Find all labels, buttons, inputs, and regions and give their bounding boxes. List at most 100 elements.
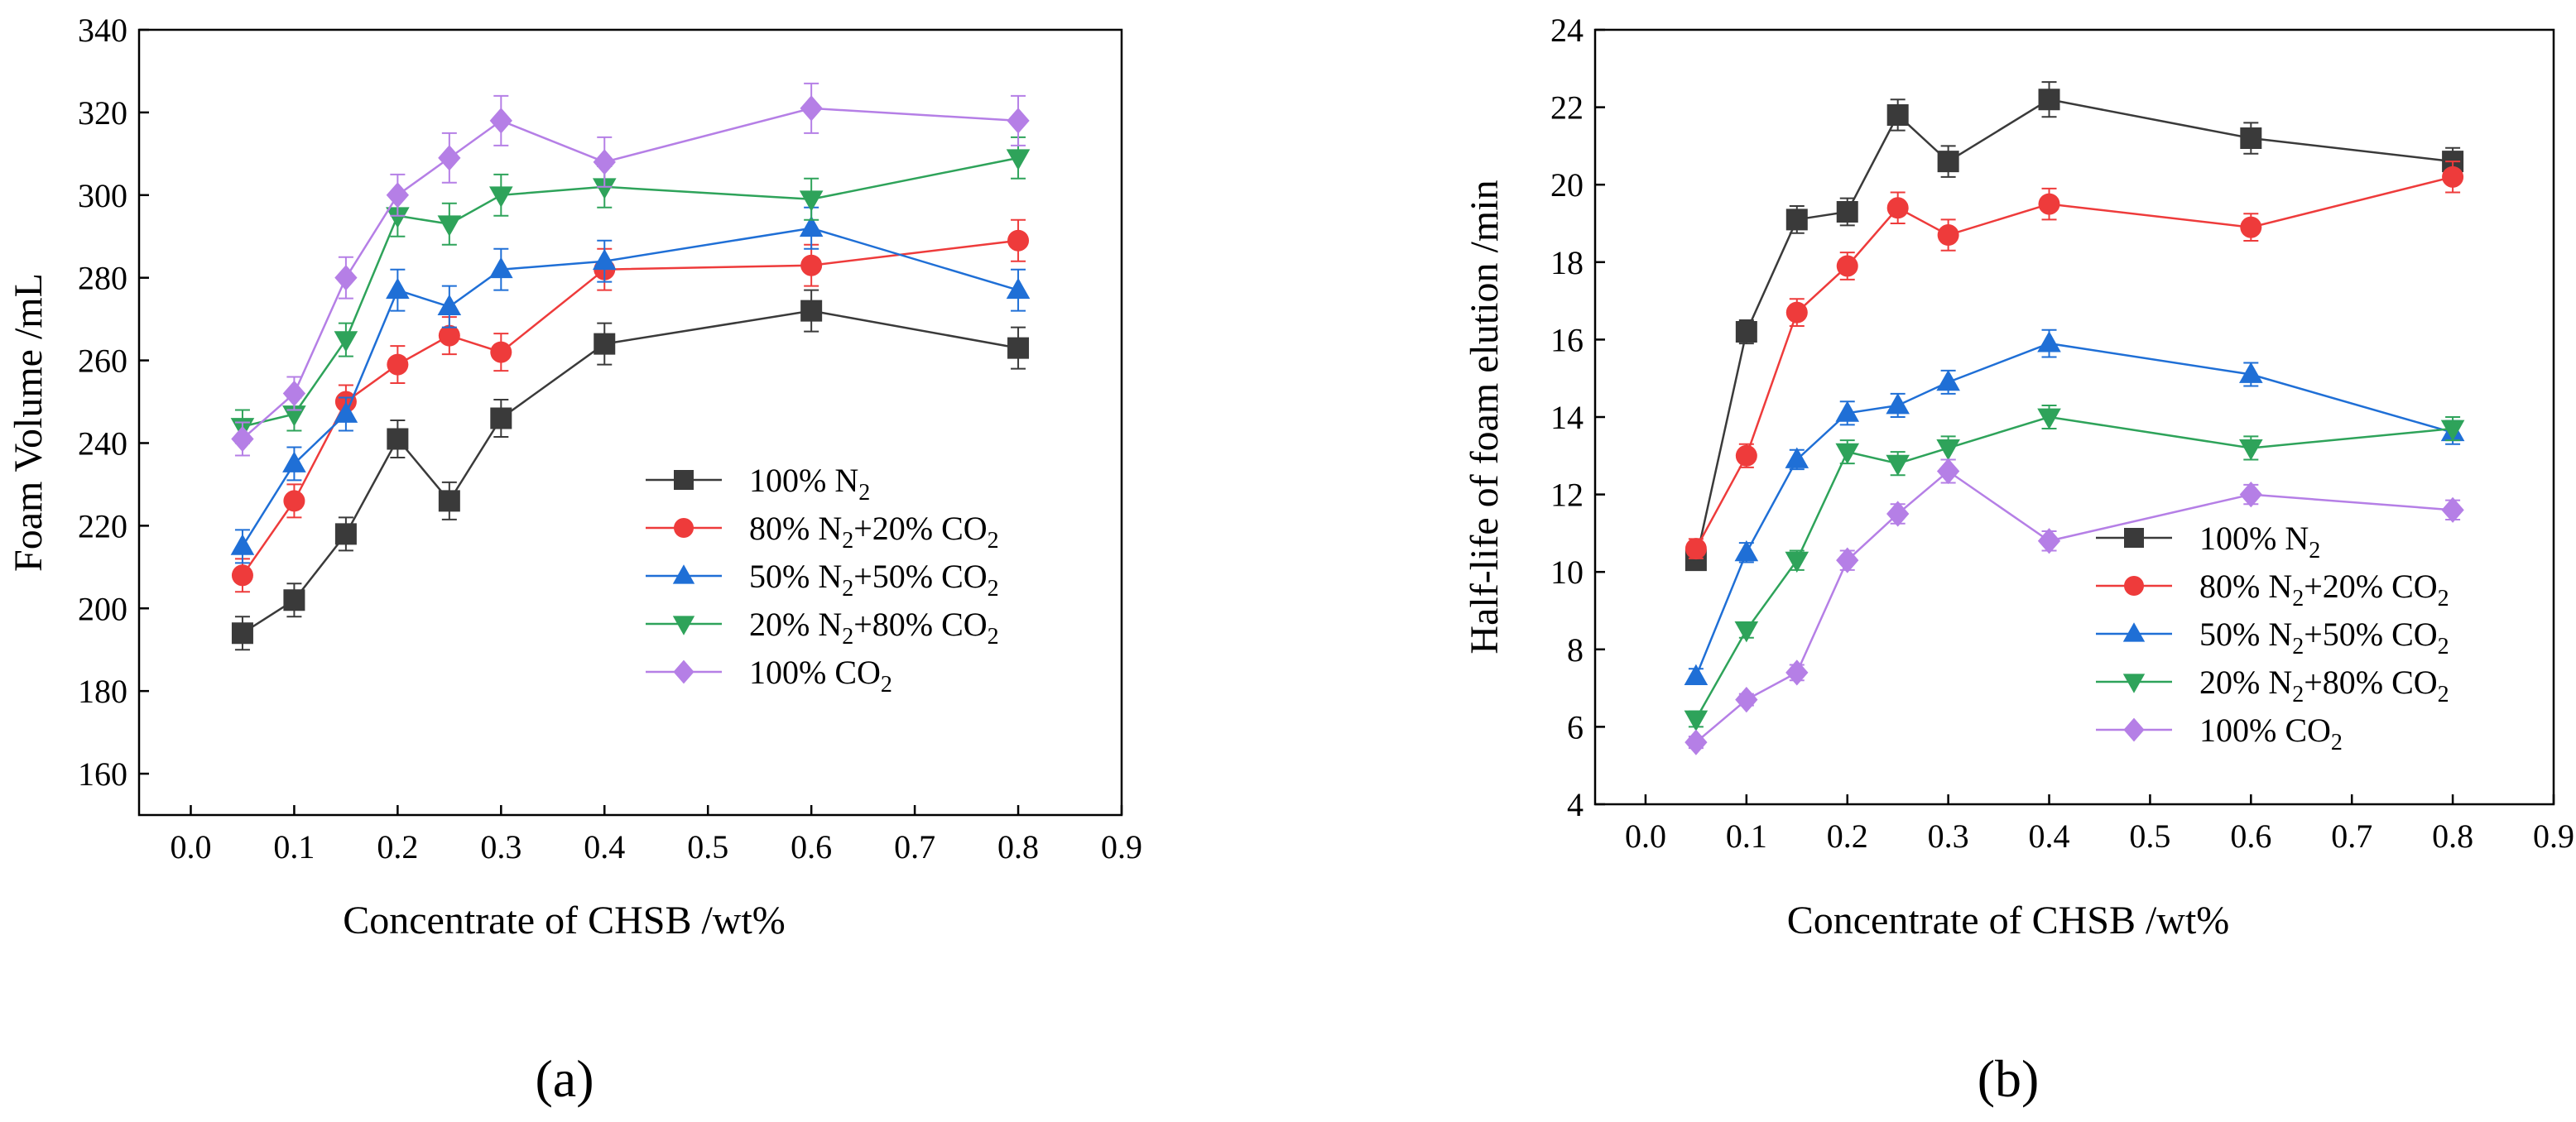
panel-a-y-tick-label: 340 — [78, 12, 127, 49]
panel-a-legend-marker — [673, 659, 694, 684]
panel-b-x-tick-label: 0.2 — [1827, 818, 1868, 855]
panel-b-label: (b) — [1978, 1049, 2040, 1108]
panel-a-x-tick-label: 0.2 — [377, 828, 418, 865]
panel-a-data-point — [490, 407, 512, 429]
panel-b-data-point — [2037, 528, 2061, 554]
panel-b-x-tick-label: 0.9 — [2533, 818, 2574, 855]
panel-a-legend-label: 100% N2 — [749, 462, 870, 506]
panel-b-data-point — [2442, 165, 2464, 188]
panel-b-data-point — [2038, 89, 2060, 111]
panel-a-data-point — [592, 178, 617, 199]
panel-b-data-point — [1684, 664, 1709, 685]
panel-a-data-point — [334, 401, 358, 423]
panel-a-axes-frame — [137, 28, 1123, 817]
panel-b-data-point — [1836, 200, 1858, 223]
panel-a-legend-label: 80% N2+20% CO2 — [749, 510, 999, 554]
panel-a-y-tick-label: 220 — [78, 507, 127, 544]
panel-b-legend-marker — [2122, 622, 2146, 642]
panel-b-y-tick-label: 12 — [1550, 477, 1584, 514]
panel-a-data-point — [1007, 229, 1030, 252]
panel-a-data-point — [334, 331, 358, 352]
panel-b-legend-marker — [2123, 717, 2145, 742]
panel-b-series-4 — [1684, 404, 2465, 731]
panel-b-series-2 — [1684, 161, 2464, 560]
panel-a-data-point — [437, 294, 462, 316]
panel-b-y-tick-label: 24 — [1550, 12, 1584, 49]
panel-b-x-tick-label: 0.8 — [2432, 818, 2473, 855]
panel-a-series-5 — [231, 82, 1030, 457]
panel-a-data-point — [593, 149, 616, 175]
panel-b-x-tick-label: 0.5 — [2129, 818, 2170, 855]
panel-a-y-tick-label: 300 — [78, 177, 127, 214]
panel-b-x-tick-label: 0.0 — [1625, 818, 1666, 855]
panel-b-data-point — [2239, 362, 2263, 383]
panel-b-data-point — [1734, 621, 1759, 643]
panel-a-label: (a) — [535, 1049, 594, 1108]
panel-b-y-tick-label: 8 — [1567, 631, 1584, 669]
panel-a-data-point — [1006, 277, 1031, 300]
panel-b-y-tick-label: 4 — [1567, 786, 1584, 823]
panel-a-x-tick-label: 0.7 — [894, 828, 935, 865]
panel-a-data-point — [386, 182, 410, 209]
panel-a-x-tick-label: 0.0 — [170, 828, 211, 865]
panel-b-legend-marker — [2124, 528, 2144, 548]
panel-a-data-point — [800, 95, 823, 122]
panel-b-y-axis-label: Half-life of foam elution /min — [1463, 180, 1507, 654]
panel-b-data-point — [1684, 538, 1707, 560]
panel-a-data-point — [387, 353, 409, 376]
panel-b-y-tick-label: 20 — [1550, 166, 1584, 204]
panel-b-data-point — [1886, 197, 1909, 219]
panel-b-data-point — [1785, 301, 1808, 324]
panel-a-series-1 — [231, 289, 1030, 651]
panel-a-x-tick-label: 0.4 — [584, 828, 625, 865]
panel-b-data-point — [1936, 458, 1960, 485]
panel-b-data-point — [2240, 127, 2262, 150]
panel-a-y-tick-label: 240 — [78, 424, 127, 462]
panel-b-x-axis-label: Concentrate of CHSB /wt% — [1787, 899, 2230, 942]
panel-a-data-point — [231, 425, 254, 453]
panel-a-data-point — [231, 564, 253, 587]
panel-b-data-point — [1735, 321, 1757, 343]
panel-a-data-point — [334, 265, 358, 291]
panel-b-legend-marker — [2124, 576, 2144, 596]
panel-b-legend-label: 100% N2 — [2199, 520, 2320, 563]
panel-b-data-point — [1684, 710, 1709, 731]
panel-b-legend-label: 80% N2+20% CO2 — [2199, 568, 2449, 611]
panel-a-data-point — [387, 428, 409, 450]
panel-b-data-point — [1735, 444, 1757, 467]
panel-b-data-point — [1835, 400, 1860, 422]
panel-b-data-point — [2239, 439, 2263, 461]
panel-a-data-point — [800, 254, 823, 276]
panel-a-data-point — [438, 490, 460, 512]
panel-b-data-point — [1836, 255, 1858, 277]
panel-a-y-tick-label: 260 — [78, 343, 127, 380]
panel-b-data-point — [2037, 408, 2061, 429]
panel-b-data-point — [1886, 501, 1910, 527]
panel-b-data-point — [1886, 454, 1910, 477]
panel-a-x-tick-label: 0.3 — [480, 828, 521, 865]
panel-b-data-point — [1785, 659, 1809, 686]
panel-a-y-tick-label: 200 — [78, 590, 127, 627]
panel-a-data-point — [386, 207, 410, 228]
panel-a-chart: 0.0 0.1 0.2 0.3 0.4 0.5 0.6 0.7 0.8 0.9 160 180 200 2… — [7, 12, 1142, 942]
panel-a-data-point — [592, 248, 617, 271]
panel-b-data-point — [1734, 539, 1759, 562]
panel-b-data-point — [1936, 439, 1960, 461]
panel-a-data-point — [490, 341, 512, 363]
panel-b-data-point — [2239, 482, 2262, 508]
panel-b-y-tick-label: 6 — [1567, 708, 1584, 746]
panel-b-series-5 — [1684, 458, 2464, 755]
panel-a-legend-marker — [672, 564, 695, 584]
panel-a-data-point — [489, 257, 513, 279]
panel-b-series-1 — [1684, 81, 2464, 572]
panel-a-x-tick-label: 0.6 — [791, 828, 832, 865]
panel-b-data-point — [1785, 447, 1809, 468]
panel-b-legend-label: 50% N2+50% CO2 — [2199, 616, 2449, 659]
panel-b-data-point — [1785, 551, 1809, 573]
panel-a-data-point — [438, 145, 461, 171]
panel-b-data-point — [2240, 216, 2262, 238]
panel-b-data-point — [2037, 331, 2061, 352]
panel-a-data-point — [230, 534, 255, 555]
panel-a-data-point — [386, 277, 410, 300]
